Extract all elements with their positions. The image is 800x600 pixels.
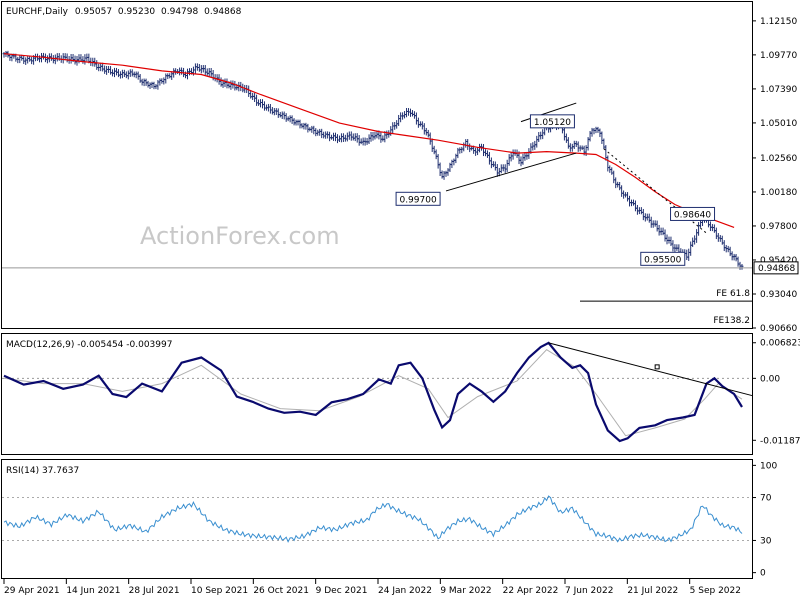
channel-line [445, 152, 577, 192]
x-tick-label: 9 Dec 2021 [316, 586, 368, 596]
price-y-tick-label: 1.07390 [760, 85, 797, 95]
moving-average-line [3, 53, 735, 228]
price-title: EURCHF,Daily 0.95057 0.95230 0.94798 0.9… [6, 7, 242, 17]
open-value: 0.95057 [75, 7, 112, 17]
price-y-tick-label: 1.00180 [760, 188, 797, 198]
rsi-y-tick-label: 100 [760, 461, 777, 471]
price-y-tick-label: 1.09770 [760, 51, 797, 61]
price-y-tick-label: 1.12150 [760, 17, 797, 27]
x-tick-label: 10 Sep 2021 [191, 586, 248, 596]
macd-trendline [548, 342, 753, 397]
price-panel-frame [1, 1, 753, 329]
annotation-box [529, 114, 575, 129]
price-y-axis: 1.12150 1.09770 1.07390 1.05010 1.02560 1.001… [752, 17, 799, 334]
rsi-panel-frame [1, 459, 753, 579]
macd-title: MACD(12,26,9) -0.005454 -0.003997 [6, 340, 172, 350]
ohlc-bar [740, 264, 744, 270]
price-y-tick-label: 0.95420 [760, 256, 797, 266]
fib-level-label: FE 61.8 [716, 289, 750, 299]
annotation-box [670, 206, 716, 221]
price-annotation: 0.99700 [395, 191, 441, 206]
x-axis: 29 Apr 2021 14 Jun 2021 28 Jul 2021 10 Sep … [3, 579, 741, 596]
fib-level-label: FE138.2 [713, 316, 750, 326]
last-price-tag-label: 0.94868 [758, 264, 795, 274]
macd-signal-line [3, 349, 743, 437]
price-annotations: 0.99700 1.05120 0.98640 0.95500 [395, 114, 716, 266]
price-y-tick-label: 0.90660 [760, 324, 797, 334]
price-y-tick-label: 0.93040 [760, 290, 797, 300]
x-tick-label: 24 Jan 2022 [378, 586, 432, 596]
annotation-box [395, 191, 441, 206]
price-ohlc-bars [2, 50, 744, 270]
x-tick-label: 28 Jul 2021 [129, 586, 180, 596]
macd-y-tick-label: 0.00 [760, 374, 780, 384]
macd-line [3, 341, 743, 443]
annotation-label: 1.05120 [534, 118, 571, 128]
x-tick-label: 21 Jul 2022 [627, 586, 678, 596]
macd-panel-frame [1, 333, 753, 455]
rsi-title: RSI(14) 37.7637 [6, 466, 79, 476]
macd-trendline-handle [654, 364, 660, 370]
rsi-line [3, 495, 743, 543]
low-value: 0.94798 [161, 7, 198, 17]
annotation-label: 0.98640 [674, 210, 711, 220]
close-value: 0.94868 [204, 7, 241, 17]
x-tick-label: 26 Oct 2021 [253, 586, 309, 596]
price-y-tick-label: 1.05010 [760, 119, 797, 129]
rsi-y-tick-label: 30 [760, 536, 772, 546]
price-y-tick-label: 0.97800 [760, 222, 797, 232]
x-tick-label: 14 Jun 2021 [66, 586, 120, 596]
high-value: 0.95230 [118, 7, 155, 17]
rsi-y-tick-label: 0 [760, 569, 766, 579]
macd-y-tick-label: -0.011874 [760, 436, 800, 446]
rsi-y-tick-label: 70 [760, 494, 772, 504]
annotation-label: 0.99700 [399, 195, 436, 205]
x-tick-label: 22 Apr 2022 [503, 586, 559, 596]
rsi-lines [2, 495, 752, 543]
rsi-y-axis: 100 70 30 0 [752, 461, 777, 579]
price-y-tick-label: 1.02560 [760, 154, 797, 164]
macd-lines [2, 341, 753, 443]
macd-y-tick-label: 0.006823 [760, 339, 800, 349]
annotation-label: 0.95500 [644, 255, 681, 265]
x-tick-label: 5 Sep 2022 [690, 586, 741, 596]
price-annotation: 0.98640 [670, 206, 716, 221]
watermark: ActionForex.com [140, 222, 340, 250]
last-price-tag-box [753, 261, 799, 275]
price-annotation: 1.05120 [529, 114, 575, 129]
x-tick-label: 9 Mar 2022 [440, 586, 491, 596]
x-tick-label: 7 Jun 2022 [565, 586, 613, 596]
symbol-title: EURCHF,Daily [6, 7, 69, 17]
annotation-box [640, 251, 686, 266]
price-moving-average [3, 53, 735, 228]
price-annotation: 0.95500 [640, 251, 686, 266]
x-tick-label: 29 Apr 2021 [4, 586, 60, 596]
macd-y-axis: 0.006823 0.00 -0.011874 [752, 339, 800, 446]
